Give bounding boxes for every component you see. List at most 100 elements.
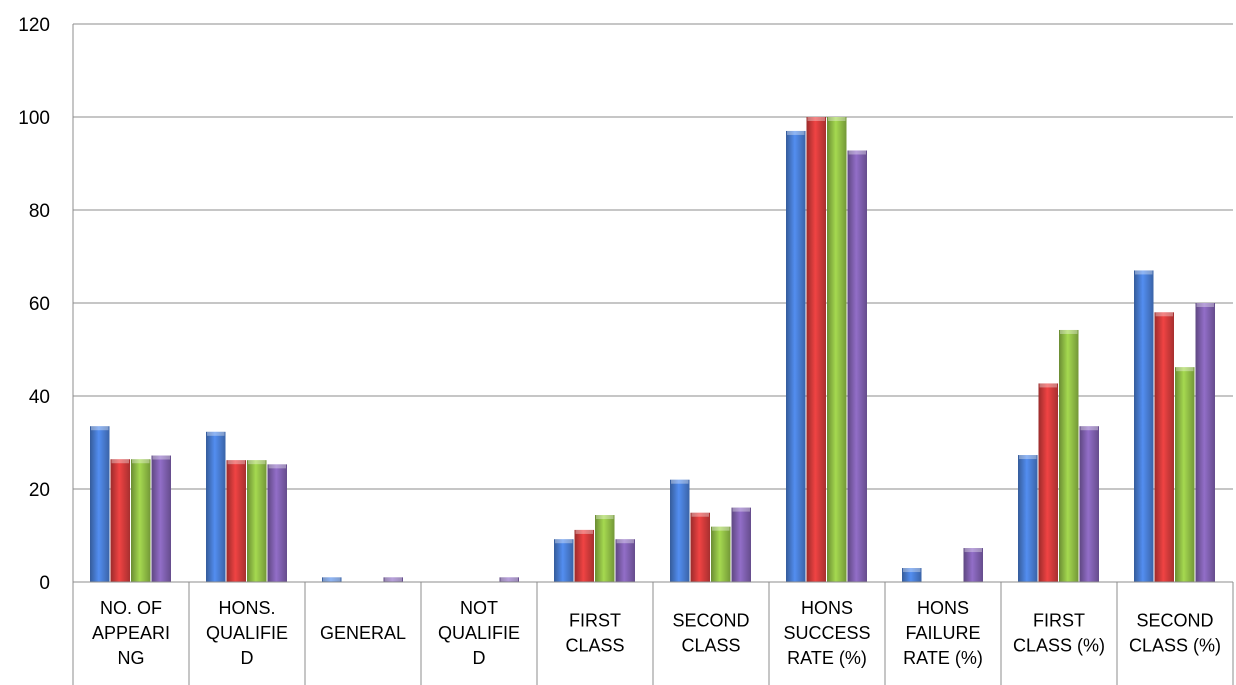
bar-highlight [1196,303,1214,307]
y-tick-label: 60 [29,294,50,315]
y-tick-label: 0 [39,573,50,594]
bar [206,431,226,582]
bar-highlight [111,459,129,464]
bar-highlight [596,515,614,520]
bar-highlight [807,117,825,121]
bar [151,455,171,582]
bar-highlight [712,526,730,531]
x-tick-label: GENERAL [320,623,406,643]
x-tick-label-line: APPEARI [92,623,170,643]
bar-highlight [787,130,805,135]
bar [731,507,751,582]
bar-highlight [575,529,593,534]
bar-highlight [91,426,109,431]
x-tick-label: HONS. QUALIFIE D [206,598,288,668]
bar-highlight [384,577,402,582]
y-axis-ticks: 0 20 40 60 80 100 120 [18,15,50,594]
x-tick-label-line: D [241,648,254,668]
bar [110,459,130,582]
x-tick-label: HONS FAILURE RATE (%) [903,598,983,668]
bar-highlight [500,577,518,582]
x-tick-label: NOT QUALIFIE D [438,598,520,668]
bar-highlight [152,455,170,460]
bar-highlight [1019,455,1037,460]
bar [902,568,922,582]
bar [267,464,287,582]
bar-highlight [732,507,750,512]
y-tick-label: 40 [29,387,50,408]
x-tick-label-line: QUALIFIE [206,623,288,643]
bar-highlight [671,479,689,484]
bar-highlight [1176,367,1194,372]
bar [711,526,731,582]
bar-highlight [903,568,921,573]
y-tick-label: 120 [18,15,50,36]
bar [247,460,267,582]
bar-highlight [1080,426,1098,431]
x-tick-label-line: GENERAL [320,623,406,643]
bar [131,459,151,582]
x-tick-label-line: HONS [801,598,853,618]
bar [786,130,806,582]
x-tick-label-line: SUCCESS [783,623,870,643]
x-tick-label: SECOND CLASS [672,611,749,656]
bar [847,150,867,583]
bar-highlight [964,548,982,553]
bar [574,529,594,582]
bar [1175,367,1195,582]
x-tick-label-line: CLASS [565,636,624,656]
bar-highlight [1155,312,1173,317]
bar-highlight [691,512,709,517]
bar [90,426,110,582]
x-tick-label-line: CLASS [681,636,740,656]
x-tick-label-line: NO. OF [100,598,162,618]
bar-highlight [1039,383,1057,388]
x-tick-label-line: NG [118,648,145,668]
bar-highlight [207,431,225,436]
bar [963,548,983,582]
x-tick-label: FIRST CLASS [565,611,624,656]
bar [806,117,826,582]
bar-highlight [248,460,266,465]
x-tick-label: NO. OF APPEARI NG [92,598,170,668]
y-tick-label: 80 [29,201,50,222]
bar [554,539,574,582]
x-tick-label-line: CLASS (%) [1013,636,1105,656]
bar [670,479,690,582]
x-tick-label-line: HONS [917,598,969,618]
x-tick-label-line: FIRST [1033,611,1085,631]
bar-highlight [268,464,286,469]
bar [595,515,615,582]
y-tick-label: 100 [18,108,50,129]
bar-highlight [616,539,634,544]
bar [226,460,246,582]
bar [615,539,635,582]
x-tick-label: FIRST CLASS (%) [1013,611,1105,656]
bar-highlight [848,150,866,155]
bar [1079,426,1099,582]
x-tick-label-line: SECOND [672,611,749,631]
y-tick-label: 20 [29,480,50,501]
bar-highlight [1135,270,1153,275]
x-tick-label-line: D [473,648,486,668]
bar [1134,270,1154,582]
bar [383,577,403,582]
x-tick-label-line: NOT [460,598,498,618]
x-tick-label-line: FIRST [569,611,621,631]
bar-highlight [1060,329,1078,334]
bar [1154,312,1174,582]
bar-highlight [555,539,573,544]
x-tick-label-line: RATE (%) [903,648,983,668]
bar [1059,329,1079,582]
bar [499,577,519,582]
bar [1018,455,1038,582]
x-tick-label-line: SECOND [1136,611,1213,631]
x-tick-label: HONS SUCCESS RATE (%) [783,598,870,668]
x-axis-categories: NO. OF APPEARI NG HONS. QUALIFIE D GENERAL NOT Q… [92,598,1221,668]
bar [1195,303,1215,582]
bar-highlight [227,460,245,465]
x-tick-label-line: RATE (%) [787,648,867,668]
x-tick-label-line: QUALIFIE [438,623,520,643]
x-tick-label-line: FAILURE [905,623,980,643]
